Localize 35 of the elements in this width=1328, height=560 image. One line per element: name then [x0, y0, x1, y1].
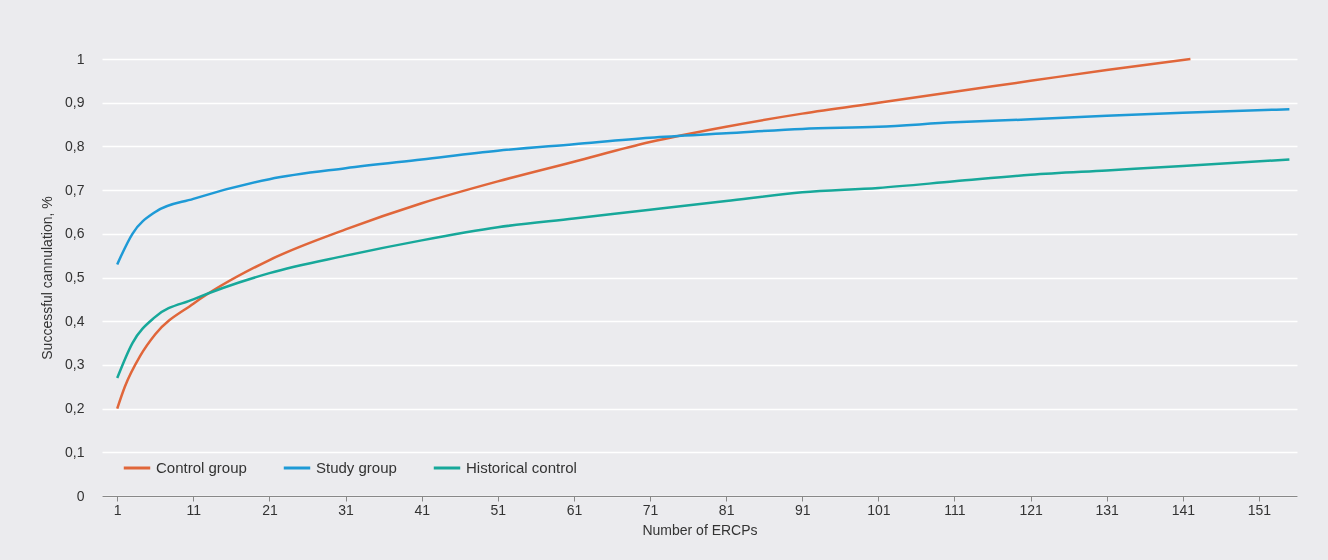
x-tick-label: 51 — [490, 501, 507, 518]
x-tick-label: 61 — [566, 501, 583, 518]
x-tick-label: 11 — [186, 501, 202, 518]
y-tick-label: 0,2 — [65, 400, 85, 417]
y-tick-label: 0,5 — [65, 269, 85, 285]
legend-label: Control group — [156, 459, 247, 476]
legend-label: Study group — [316, 459, 397, 476]
y-tick-label: 0,8 — [65, 137, 85, 154]
y-tick-label: 0,4 — [65, 312, 85, 329]
x-tick-label: 81 — [718, 501, 735, 518]
y-axis-title: Successful cannulation, % — [39, 196, 56, 360]
x-tick-label: 1 — [113, 501, 122, 518]
x-tick-label: 71 — [642, 501, 659, 518]
x-tick-label: 41 — [414, 501, 431, 518]
y-tick-label: 0,6 — [65, 225, 85, 242]
x-tick-label: 131 — [1095, 501, 1120, 518]
x-tick-label: 31 — [338, 501, 355, 518]
y-tick-label: 0,1 — [65, 443, 85, 460]
legend-label: Historical control — [466, 459, 577, 476]
x-axis-title: Number of ERCPs — [642, 521, 758, 538]
y-tick-label: 0 — [76, 487, 85, 504]
x-tick-label: 111 — [944, 501, 966, 518]
x-tick-label: 121 — [1019, 501, 1043, 518]
x-tick-label: 91 — [794, 501, 811, 518]
x-tick-label: 141 — [1171, 501, 1196, 518]
y-tick-label: 0,3 — [65, 356, 85, 373]
y-tick-label: 0,9 — [65, 94, 85, 111]
x-tick-label: 151 — [1247, 501, 1272, 518]
y-tick-label: 0,7 — [65, 181, 85, 198]
y-tick-label: 1 — [76, 50, 85, 67]
line-series — [115, 158, 1291, 380]
line-series — [115, 57, 1192, 410]
x-tick-label: 21 — [262, 501, 278, 518]
line-series — [115, 108, 1291, 266]
x-tick-label: 101 — [867, 501, 891, 518]
